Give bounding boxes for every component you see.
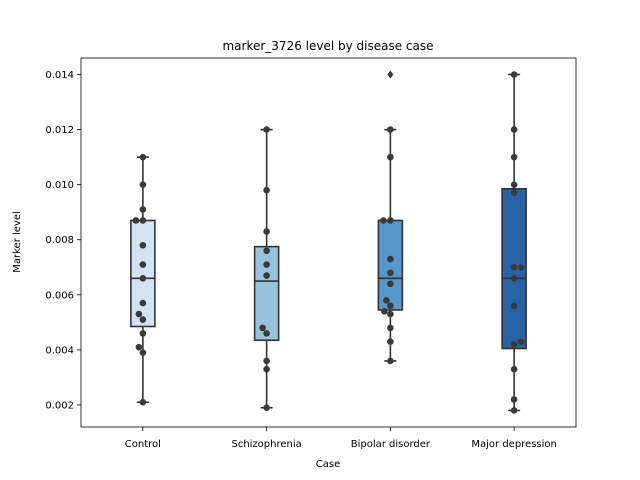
data-point: [135, 343, 143, 351]
y-tick-label: 0.004: [45, 345, 74, 356]
y-tick-label: 0.014: [45, 70, 74, 81]
axes: 0.002 0.004 0.006 0.008 0.010 0.012 0.014 Contr…: [45, 70, 557, 450]
data-point: [387, 357, 394, 365]
x-tick-label: Control: [125, 439, 161, 450]
data-point: [387, 126, 394, 133]
data-point: [387, 217, 394, 224]
data-point: [139, 181, 147, 188]
data-point: [510, 302, 518, 310]
data-point: [139, 206, 147, 213]
data-point: [263, 247, 270, 255]
data-point: [387, 280, 394, 288]
data-point: [263, 365, 270, 373]
data-point: [139, 398, 147, 406]
plot-frame: [80, 57, 577, 428]
data-point: [259, 324, 266, 332]
data-point: [510, 396, 518, 403]
data-point: [517, 263, 525, 271]
data-point: [263, 228, 270, 235]
data-point: [139, 274, 147, 282]
data-point: [263, 357, 270, 365]
box-group-1: [253, 128, 280, 409]
data-point: [139, 330, 147, 337]
data-point: [510, 126, 518, 133]
data-point: [139, 241, 147, 249]
y-axis-title: Marker level: [12, 211, 23, 273]
data-point: [510, 365, 518, 373]
data-point: [510, 71, 518, 78]
data-point: [139, 316, 147, 323]
data-point: [381, 308, 388, 315]
data-point: [387, 302, 394, 310]
data-point: [387, 153, 394, 161]
data-point: [135, 310, 143, 318]
y-tick-label: 0.002: [45, 400, 74, 411]
data-point: [510, 189, 518, 197]
data-point: [510, 274, 518, 282]
data-point: [263, 261, 270, 268]
data-point: [510, 263, 518, 271]
data-point: [263, 272, 270, 279]
data-point: [263, 186, 270, 194]
y-tick-label: 0.010: [45, 180, 74, 191]
data-point: [263, 126, 270, 133]
outlier-marker: [387, 70, 394, 79]
data-point: [387, 310, 394, 318]
y-tick-label: 0.006: [45, 290, 74, 301]
x-tick-label: Major depression: [471, 439, 557, 450]
data-point: [263, 404, 270, 412]
data-point: [139, 217, 147, 224]
data-point: [387, 324, 394, 332]
plot-area: [130, 70, 527, 414]
data-point: [387, 338, 394, 345]
iqr-box: [130, 219, 156, 328]
data-point: [139, 349, 147, 356]
data-point: [517, 338, 525, 345]
data-point: [139, 153, 147, 161]
data-point: [380, 217, 387, 224]
y-tick-label: 0.008: [45, 235, 74, 246]
x-tick-label: Schizophrenia: [231, 439, 301, 450]
data-point: [139, 299, 147, 307]
y-tick-label: 0.012: [45, 125, 74, 136]
data-point: [383, 297, 390, 304]
data-point: [510, 181, 518, 188]
data-point: [510, 153, 518, 161]
data-point: [263, 330, 270, 337]
data-point: [132, 217, 140, 224]
box-group-2: [377, 70, 404, 362]
data-point: [139, 261, 147, 268]
iqr-box: [253, 245, 280, 342]
data-point: [510, 341, 518, 348]
x-axis-title: Case: [316, 459, 340, 470]
data-point: [387, 255, 394, 263]
chart-title: marker_3726 level by disease case: [222, 39, 433, 53]
iqr-box: [377, 219, 404, 311]
x-tick-label: Bipolar disorder: [351, 439, 431, 450]
data-point: [510, 407, 518, 414]
box-group-0: [130, 156, 156, 404]
data-point: [387, 269, 394, 277]
